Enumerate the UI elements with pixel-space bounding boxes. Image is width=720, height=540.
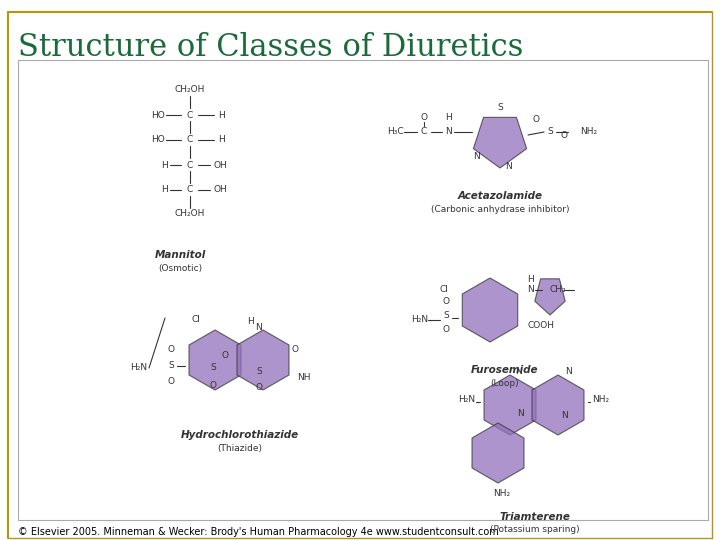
Text: NH₂: NH₂: [493, 489, 510, 497]
Text: H: H: [218, 136, 225, 145]
Text: © Elsevier 2005. Minneman & Wecker: Brody's Human Pharmacology 4e www.studentcon: © Elsevier 2005. Minneman & Wecker: Brod…: [18, 527, 499, 537]
Polygon shape: [532, 375, 584, 435]
Text: NH₂: NH₂: [592, 395, 609, 404]
Text: H: H: [247, 318, 253, 327]
Polygon shape: [237, 330, 289, 390]
Text: OH: OH: [214, 186, 228, 194]
Text: S: S: [256, 368, 262, 376]
Text: O: O: [420, 113, 428, 123]
Text: S: S: [168, 361, 174, 369]
Text: S: S: [497, 103, 503, 111]
Text: O: O: [168, 377, 174, 387]
Polygon shape: [484, 375, 536, 435]
Text: (Osmotic): (Osmotic): [158, 264, 202, 273]
Text: O: O: [256, 382, 263, 392]
Text: O: O: [210, 381, 217, 390]
Text: (Carbonic anhydrase inhibitor): (Carbonic anhydrase inhibitor): [431, 206, 570, 214]
Text: N: N: [527, 286, 534, 294]
Text: C: C: [187, 136, 193, 145]
Polygon shape: [189, 330, 241, 390]
Text: S: S: [547, 127, 553, 137]
Text: H₂N: H₂N: [458, 395, 475, 404]
Text: N: N: [473, 152, 480, 161]
Text: N: N: [562, 410, 568, 420]
Text: H: H: [161, 160, 168, 170]
Text: OH: OH: [214, 160, 228, 170]
Text: HO: HO: [151, 136, 165, 145]
Text: Acetazolamide: Acetazolamide: [457, 191, 542, 201]
Text: O: O: [443, 326, 449, 334]
Text: Structure of Classes of Diuretics: Structure of Classes of Diuretics: [18, 32, 523, 64]
Text: N: N: [515, 368, 521, 376]
Text: H: H: [527, 275, 534, 285]
FancyBboxPatch shape: [18, 60, 708, 520]
Text: H₃C: H₃C: [387, 127, 404, 137]
Text: C: C: [187, 160, 193, 170]
Text: Cl: Cl: [191, 315, 200, 325]
Text: O: O: [292, 346, 299, 354]
Text: H₂N: H₂N: [130, 363, 147, 373]
Text: CH₂OH: CH₂OH: [175, 210, 205, 219]
Text: H: H: [218, 111, 225, 119]
Text: H: H: [161, 186, 168, 194]
Text: (Loop): (Loop): [491, 379, 519, 388]
Text: O: O: [533, 116, 539, 125]
Text: (Thiazide): (Thiazide): [217, 443, 263, 453]
Text: N: N: [564, 368, 572, 376]
Polygon shape: [535, 279, 565, 315]
Text: Mannitol: Mannitol: [154, 250, 206, 260]
Text: O: O: [222, 350, 228, 360]
Polygon shape: [472, 423, 524, 483]
Text: O: O: [443, 298, 449, 307]
Text: HO: HO: [151, 111, 165, 119]
Text: CH₂: CH₂: [550, 286, 567, 294]
Polygon shape: [462, 278, 518, 342]
Text: (Potassium sparing): (Potassium sparing): [490, 525, 580, 535]
Text: Furosemide: Furosemide: [472, 365, 539, 375]
Text: H₂N: H₂N: [411, 315, 428, 325]
Text: H: H: [445, 113, 451, 123]
Text: C: C: [187, 111, 193, 119]
Text: Triamterene: Triamterene: [500, 512, 570, 522]
Polygon shape: [473, 117, 526, 168]
Text: S: S: [210, 363, 216, 373]
Text: Hydrochlorothiazide: Hydrochlorothiazide: [181, 430, 299, 440]
Text: N: N: [517, 408, 523, 417]
Text: N: N: [256, 323, 262, 333]
Text: O: O: [560, 131, 567, 139]
Text: CH₂OH: CH₂OH: [175, 85, 205, 94]
Text: COOH: COOH: [527, 321, 554, 329]
Text: NH₂: NH₂: [580, 127, 597, 137]
Text: Cl: Cl: [439, 286, 448, 294]
Text: N: N: [445, 127, 451, 137]
Text: N: N: [505, 162, 512, 171]
Text: NH: NH: [297, 374, 310, 382]
Text: O: O: [168, 346, 174, 354]
Text: S: S: [443, 310, 449, 320]
Text: C: C: [187, 186, 193, 194]
Text: C: C: [421, 127, 427, 137]
